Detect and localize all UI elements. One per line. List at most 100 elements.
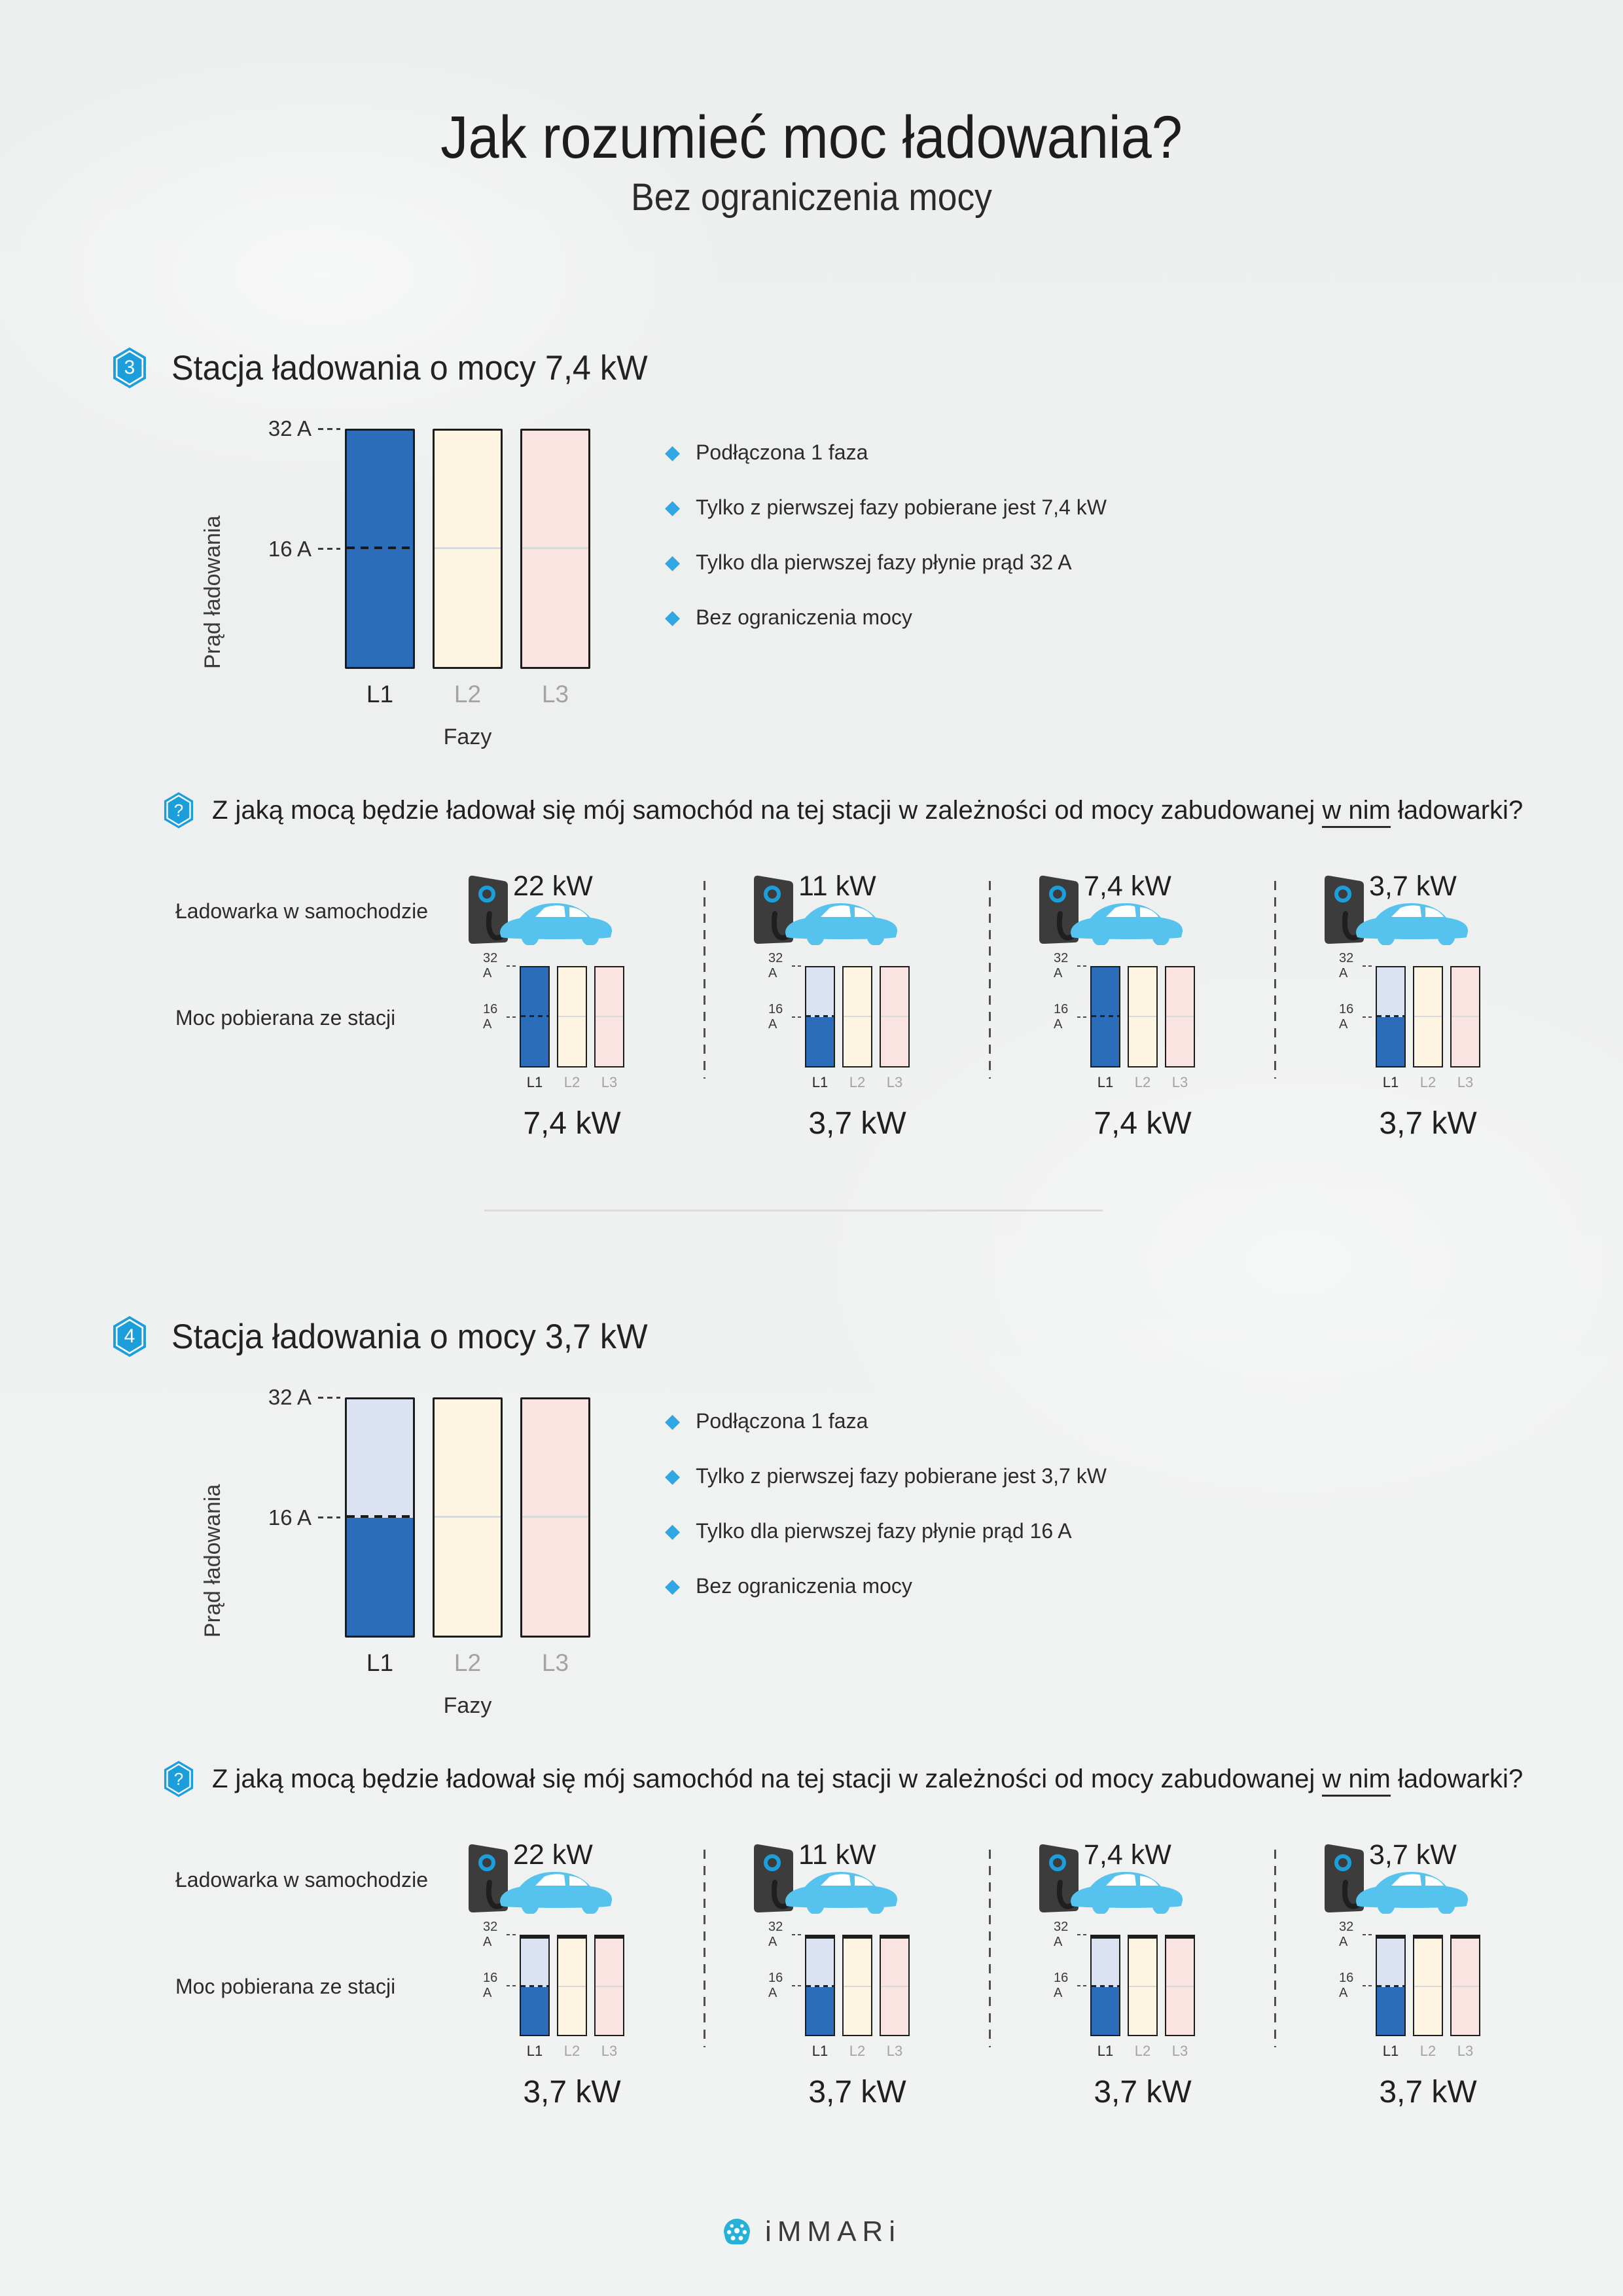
charger-power-label: 11 kW (798, 1839, 876, 1871)
bar-l3 (594, 1935, 624, 2036)
bullet-item: ◆ Tylko z pierwszej fazy pobierane jest 7… (665, 495, 1107, 520)
scenario-groups: 22 kW 32 A 16 A L1 (419, 870, 1560, 1141)
mini-tick-16a: 16 A (768, 1971, 801, 2001)
scenario-7-4kw: 7,4 kW 32 A 16 A L1 (989, 1839, 1275, 2109)
phase-l2-label: L2 (563, 2043, 580, 2059)
bar-l1 (805, 966, 835, 1067)
limit-line-16a (806, 1015, 834, 1017)
mini-chart-body: L1 L2 L3 3,7 kW (805, 966, 910, 1141)
question-mark: ? (173, 800, 184, 820)
bar-l1-fill (347, 1517, 413, 1636)
result-power-label: 3,7 kW (808, 1106, 906, 1141)
result-power-label: 3,7 kW (808, 2075, 906, 2109)
mini-tick-32a: 32 A (768, 951, 801, 981)
bar-l2 (1128, 1935, 1158, 2036)
footer-logo: iMMARi (0, 2215, 1623, 2248)
mini-chart-body: L1 L2 L3 3,7 kW (1090, 1935, 1195, 2110)
bullet-text: Podłączona 1 faza (696, 1409, 868, 1433)
mini-y-axis: 32 A 16 A (1339, 1920, 1376, 2036)
mini-tick-16a: 16 A (1339, 1002, 1372, 1032)
scenario-7-4kw: 7,4 kW 32 A 16 A L1 (989, 870, 1275, 1141)
mini-y-axis: 32 A 16 A (768, 951, 805, 1067)
limit-line-16a (1414, 1015, 1442, 1017)
charger-power-label: 22 kW (513, 870, 593, 902)
limit-line-16a (347, 1515, 413, 1518)
limit-line-16a (844, 1985, 871, 1987)
question-row: ? Z jaką mocą będzie ładował się mój sam… (164, 791, 1523, 829)
section-number-badge: 3 (113, 346, 147, 389)
charger-power-label: 3,7 kW (1369, 1839, 1457, 1871)
mini-phase-bars (805, 1935, 910, 2036)
limit-line-16a (558, 1985, 586, 1987)
bar-l2 (1413, 966, 1443, 1067)
bullet-text: Bez ograniczenia mocy (696, 1574, 912, 1598)
mini-tick-32a: 32 A (1339, 1920, 1372, 1950)
charger-power-label: 7,4 kW (1084, 1839, 1171, 1871)
phase-l1-label: L1 (1382, 1074, 1399, 1090)
result-power-label: 7,4 kW (1094, 1106, 1192, 1141)
phase-l1-label: L1 (526, 2043, 543, 2059)
bar-l2 (1413, 1935, 1443, 2036)
bar-l2 (1128, 966, 1158, 1067)
section-header: 4 Stacja ładowania o mocy 3,7 kW (113, 1315, 673, 1358)
tick-32a-label: 32 A (268, 416, 312, 440)
limit-line-16a (596, 1015, 623, 1017)
brand-name: iMMARi (765, 2215, 901, 2248)
limit-line-16a (1092, 1015, 1119, 1017)
scenario-22kw: 22 kW 32 A 16 A L1 (419, 870, 704, 1141)
charger-power-label: 11 kW (798, 870, 876, 902)
bar-l1-fill (1092, 1986, 1119, 2035)
bar-l3 (880, 966, 910, 1067)
bar-l1-fill (1377, 1016, 1404, 1066)
mini-tick-32a: 32 A (768, 1920, 801, 1950)
bar-l2 (557, 1935, 587, 2036)
bullet-item: ◆ Bez ograniczenia mocy (665, 1574, 1107, 1598)
mini-phase-labels: L1 L2 L3 (1090, 1074, 1195, 1091)
phase-l3-label: L3 (886, 1074, 903, 1090)
mini-tick-16a: 16 A (1054, 1002, 1086, 1032)
mini-tick-32a: 32 A (1054, 951, 1086, 981)
phase-l1-label: L1 (1097, 2043, 1114, 2059)
limit-line-16a (435, 1516, 501, 1518)
bullet-text: Tylko z pierwszej fazy pobierane jest 7,… (696, 495, 1107, 519)
bullet-list: ◆ Podłączona 1 faza ◆ Tylko z pierwszej fa… (665, 1409, 1107, 1598)
ev-plug-icon (722, 2218, 752, 2246)
mini-chart-body: L1 L2 L3 3,7 kW (805, 1935, 910, 2110)
charger-visual: 22 kW (457, 870, 666, 940)
phase-l3-label: L3 (1457, 2043, 1474, 2059)
mini-y-axis: 32 A 16 A (1054, 951, 1090, 1067)
scenario-11kw: 11 kW 32 A 16 A L1 (704, 1839, 990, 2109)
bullet-item: ◆ Podłączona 1 faza (665, 440, 1107, 465)
bar-l1-fill (521, 1986, 548, 2035)
bar-l3 (880, 1935, 910, 2036)
limit-line-16a (1166, 1015, 1194, 1017)
bar-l1 (1376, 1935, 1406, 2036)
mini-phase-bars (520, 1935, 624, 2036)
limit-line-16a (1377, 1985, 1404, 1987)
mini-y-axis: 32 A 16 A (1054, 1920, 1090, 2036)
limit-line-16a (347, 546, 413, 549)
mini-phase-labels: L1 L2 L3 (1090, 2043, 1195, 2060)
bar-l2 (433, 429, 503, 669)
tick-32a: 32 A (268, 1385, 340, 1410)
y-axis-label: Prąd ładowania (200, 515, 225, 669)
phase-l2-label: L2 (849, 1074, 866, 1090)
phase-l2-label: L2 (454, 681, 482, 708)
limit-line-16a (1166, 1985, 1194, 1987)
limit-line-16a (1377, 1015, 1404, 1017)
scenario-groups: 22 kW 32 A 16 A L1 (419, 1839, 1560, 2109)
phase-bars (345, 429, 590, 669)
bullet-text: Tylko dla pierwszej fazy płynie prąd 16 … (696, 1519, 1072, 1543)
section-station-3-7kw: 4 Stacja ładowania o mocy 3,7 kW Prąd ła… (0, 1299, 1623, 2229)
mini-phase-labels: L1 L2 L3 (805, 1074, 910, 1091)
tick-16a: 16 A (268, 1505, 340, 1530)
limit-line-16a (521, 1985, 548, 1987)
charger-visual: 7,4 kW (1027, 1839, 1237, 1909)
question-badge: ? (164, 791, 194, 829)
phase-l3-label: L3 (1457, 1074, 1474, 1090)
limit-line-16a (1129, 1015, 1156, 1017)
tick-dash (318, 548, 340, 550)
mini-y-axis: 32 A 16 A (1339, 951, 1376, 1067)
mini-tick-16a: 16 A (483, 1002, 516, 1032)
mini-phase-labels: L1 L2 L3 (805, 2043, 910, 2060)
